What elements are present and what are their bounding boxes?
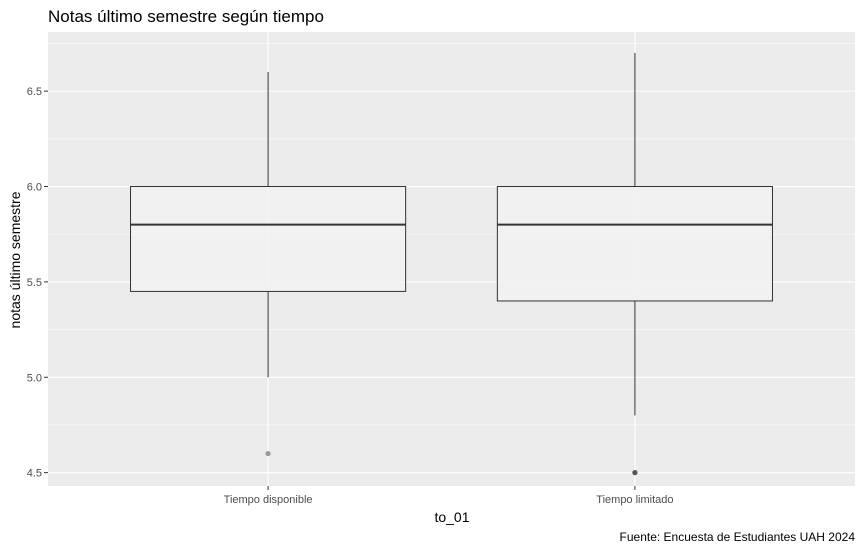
box-group: [496, 52, 773, 476]
box-group: [130, 72, 407, 457]
plot-panel: [48, 32, 855, 486]
y-axis-label: notas último semestre: [7, 191, 23, 328]
y-tick-label: 5.5: [27, 277, 42, 289]
box: [496, 186, 773, 302]
y-tick-label: 4.5: [27, 468, 42, 480]
chart-title: Notas último semestre según tiempo: [48, 7, 324, 26]
chart-caption: Fuente: Encuesta de Estudiantes UAH 2024: [620, 530, 856, 544]
box: [130, 186, 407, 292]
x-tick-label: Tiempo limitado: [596, 494, 673, 506]
outlier-point: [632, 470, 638, 476]
y-tick-label: 5.0: [27, 372, 42, 384]
x-axis: Tiempo disponible Tiempo limitado: [224, 486, 674, 506]
outlier-point: [265, 450, 271, 457]
x-tick-label: Tiempo disponible: [224, 494, 313, 506]
y-axis: 4.5 5.0 5.5 6.0 6.5: [27, 86, 48, 480]
y-tick-label: 6.0: [27, 182, 42, 194]
y-tick-label: 6.5: [27, 86, 42, 98]
x-axis-label: to_01: [434, 509, 469, 525]
